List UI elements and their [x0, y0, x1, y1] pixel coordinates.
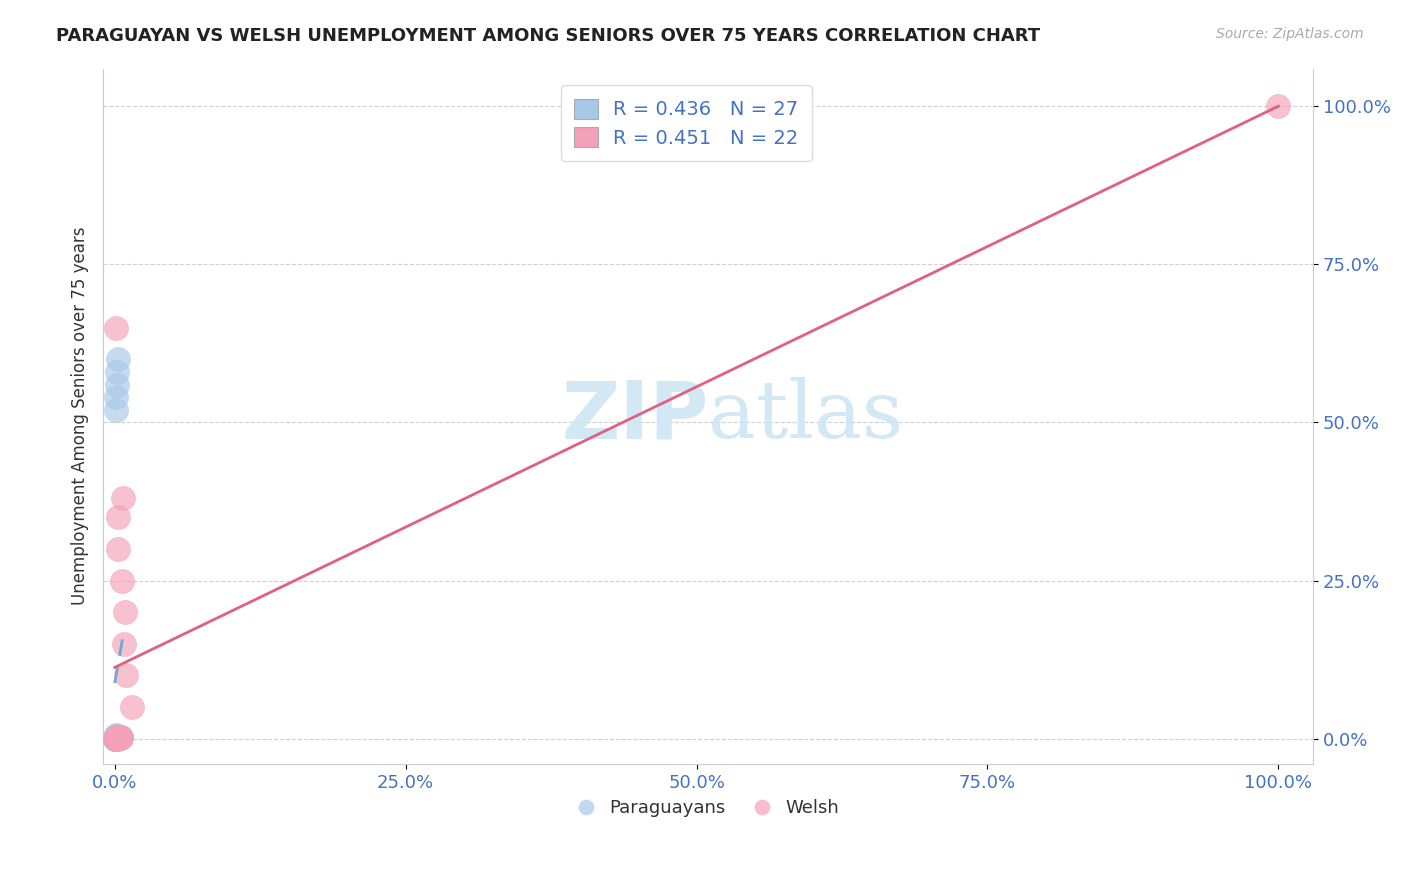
Point: [108, 730, 131, 744]
Point: [105, 731, 128, 745]
Y-axis label: Unemployment Among Seniors over 75 years: Unemployment Among Seniors over 75 years: [72, 227, 89, 606]
Text: PARAGUAYAN VS WELSH UNEMPLOYMENT AMONG SENIORS OVER 75 YEARS CORRELATION CHART: PARAGUAYAN VS WELSH UNEMPLOYMENT AMONG S…: [56, 27, 1040, 45]
Point: [114, 605, 136, 619]
Point: [104, 731, 127, 745]
Text: atlas: atlas: [709, 377, 903, 455]
Text: Source: ZipAtlas.com: Source: ZipAtlas.com: [1216, 27, 1364, 41]
Point: [110, 730, 132, 744]
Legend: Paraguayans, Welsh: Paraguayans, Welsh: [569, 792, 846, 824]
Point: [110, 731, 132, 745]
Point: [108, 730, 131, 744]
Point: [104, 730, 127, 744]
Point: [105, 377, 128, 392]
Point: [111, 491, 134, 506]
Point: [104, 729, 127, 743]
Point: [104, 731, 127, 746]
Point: [107, 731, 129, 745]
Point: [104, 320, 127, 334]
Point: [115, 668, 138, 682]
Point: [105, 731, 128, 745]
Point: [111, 574, 134, 588]
Point: [105, 731, 128, 745]
Text: ZIP: ZIP: [561, 377, 709, 455]
Point: [104, 731, 127, 746]
Point: [104, 390, 127, 404]
Point: [108, 731, 131, 745]
Point: [107, 731, 129, 745]
Point: [104, 731, 127, 745]
Point: [105, 365, 128, 379]
Point: [105, 731, 128, 746]
Point: [1267, 99, 1289, 113]
Point: [104, 731, 127, 745]
Point: [105, 730, 128, 744]
Point: [107, 510, 129, 524]
Point: [104, 728, 127, 742]
Point: [108, 731, 131, 745]
Point: [104, 731, 127, 746]
Point: [105, 731, 128, 745]
Point: [121, 700, 143, 714]
Point: [107, 731, 129, 745]
Point: [105, 730, 128, 744]
Point: [104, 731, 127, 745]
Point: [104, 731, 127, 745]
Point: [104, 402, 127, 417]
Point: [110, 731, 132, 745]
Point: [112, 637, 135, 651]
Point: [107, 731, 129, 746]
Point: [104, 731, 127, 746]
Point: [104, 731, 127, 745]
Point: [107, 541, 129, 556]
Point: [104, 731, 127, 745]
Point: [107, 352, 129, 367]
Point: [104, 731, 127, 745]
Point: [105, 729, 128, 743]
